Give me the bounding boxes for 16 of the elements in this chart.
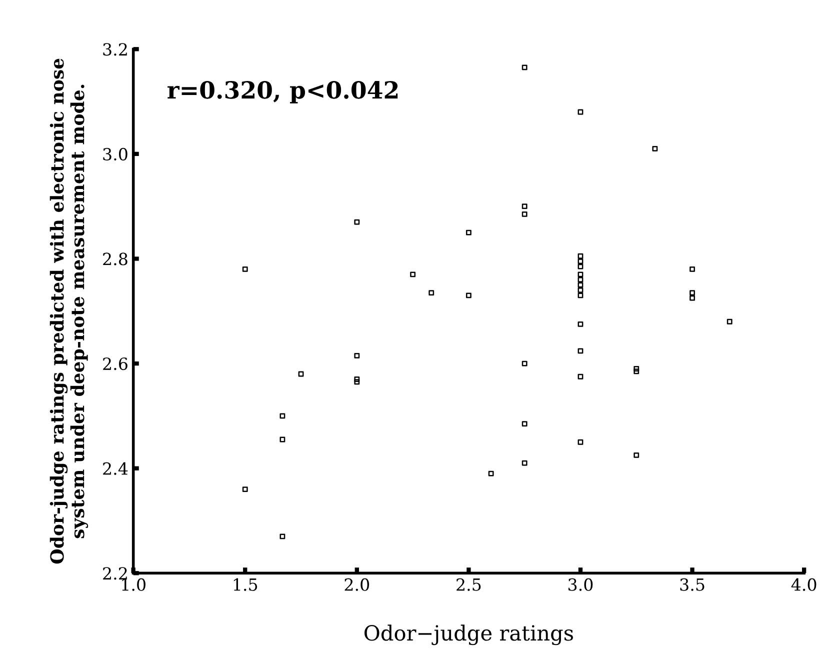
y-tick-label: 2.8 — [103, 252, 128, 266]
y-tick-label: 2.6 — [103, 357, 128, 370]
x-tick-label: 2.0 — [344, 578, 370, 591]
y-axis-title: Odor-judge ratings predicted with electronic nose system under deep-note measurement mode. — [50, 58, 88, 564]
y-tick-label: 3.2 — [103, 43, 127, 56]
x-tick-label: 1.0 — [122, 578, 146, 591]
x-tick-label: 2.5 — [456, 578, 481, 591]
x-tick-label: 1.5 — [234, 578, 258, 591]
y-tick-label: 3.0 — [103, 148, 128, 160]
x-tick-label: 3.5 — [680, 578, 704, 591]
annotation: r=0.320, p<0.042 — [168, 80, 398, 104]
y-tick-label: 2.2 — [103, 567, 127, 580]
x-axis-title: Odor−judge ratings — [364, 624, 573, 646]
x-tick-label: 4.0 — [791, 578, 816, 591]
y-tick-label: 2.4 — [103, 462, 128, 475]
x-tick-label: 3.0 — [568, 578, 593, 591]
